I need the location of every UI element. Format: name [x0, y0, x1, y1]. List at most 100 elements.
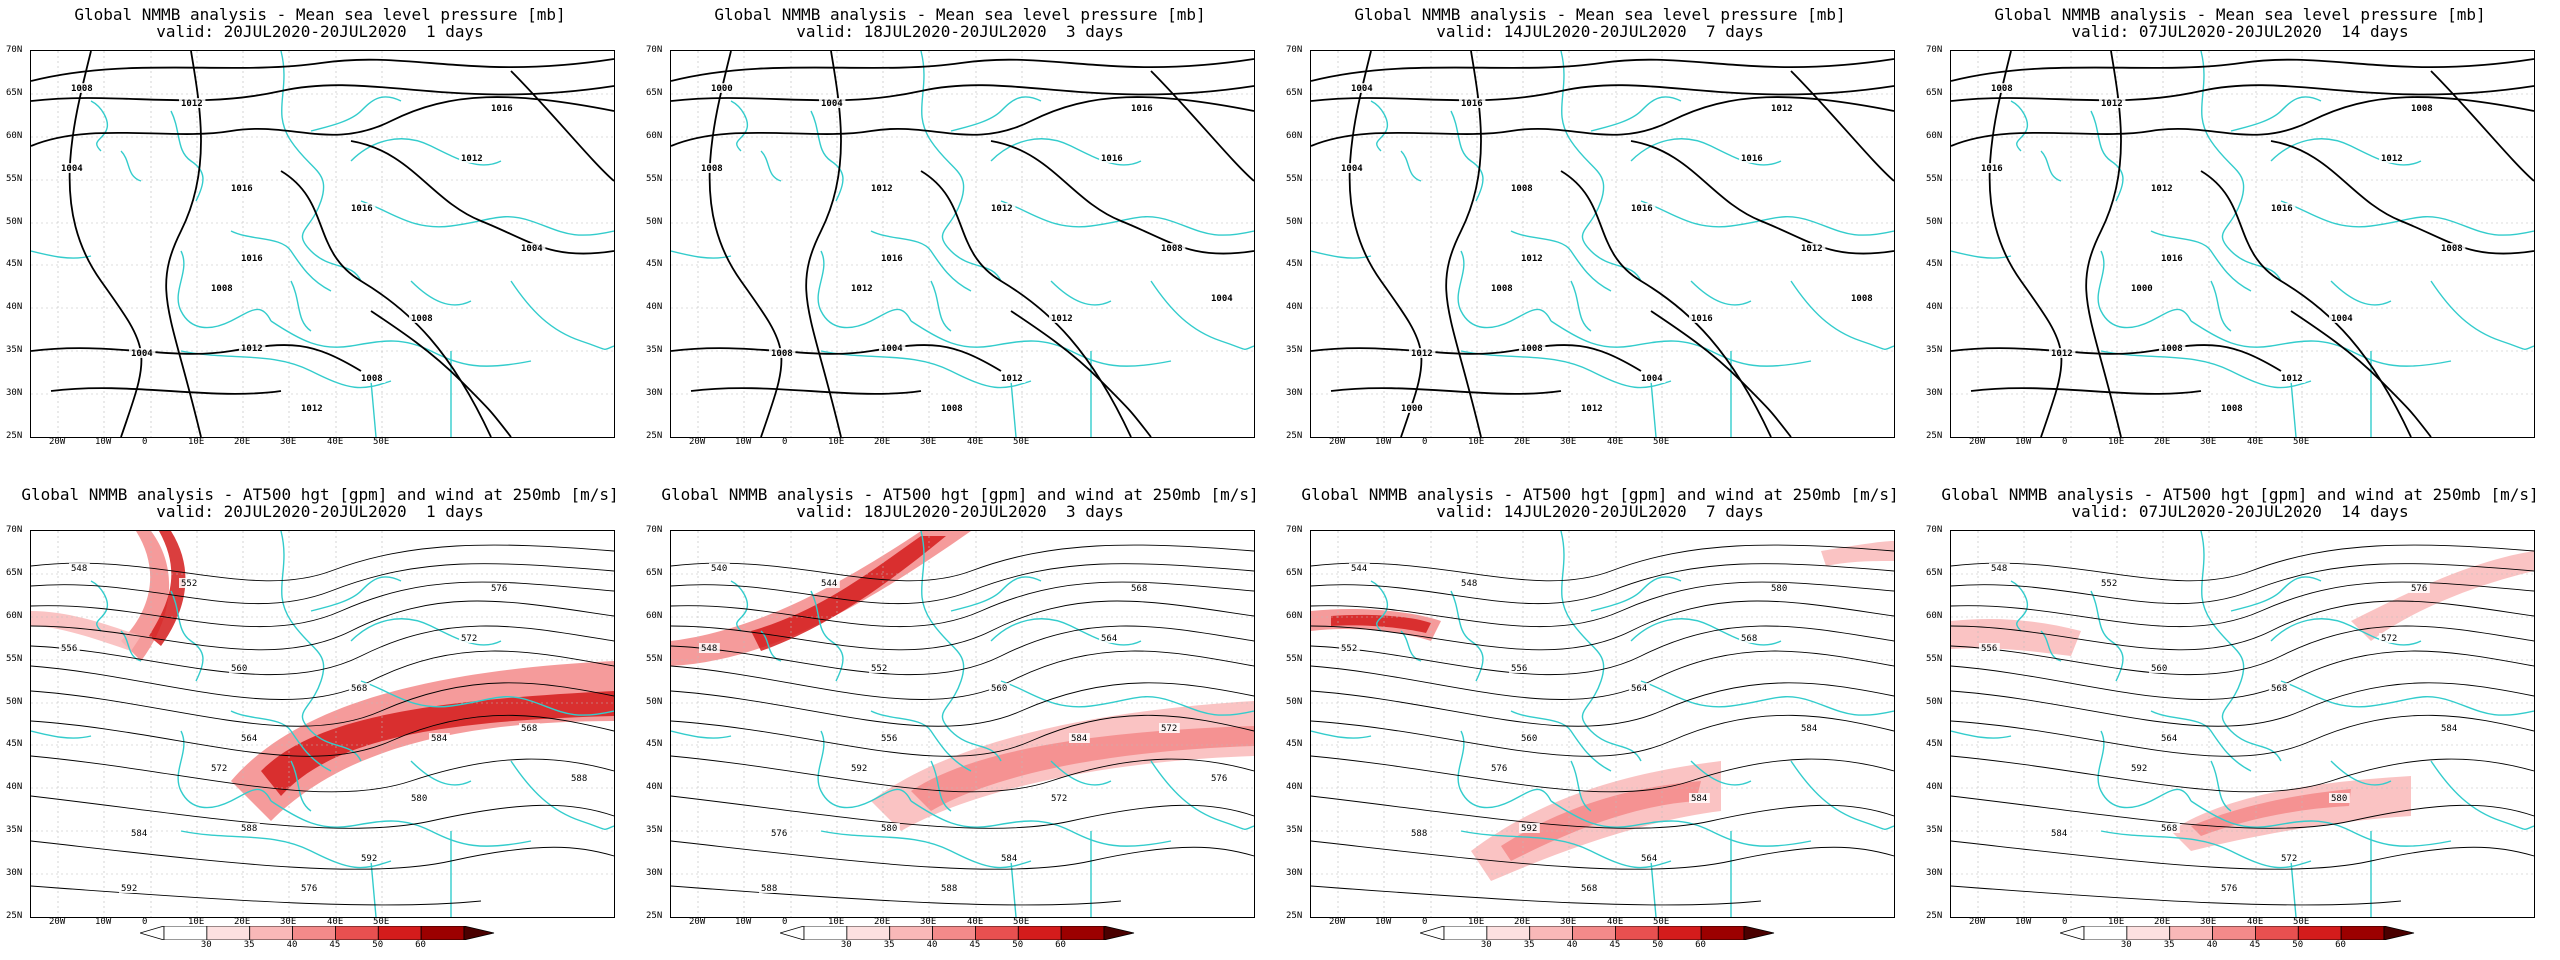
coastline: [180, 830, 392, 869]
lon-tick-label: 40E: [2247, 917, 2264, 927]
lat-tick-label: 50N: [646, 697, 663, 707]
lon-tick-label: 30E: [1560, 437, 1577, 447]
contour-line: [350, 140, 614, 255]
coastline: [910, 800, 1172, 847]
contour-line: [671, 544, 1254, 582]
coastline: [510, 280, 614, 350]
contour-line: [31, 58, 614, 82]
lon-tick-label: 40E: [1607, 437, 1624, 447]
lat-tick-label: 65N: [646, 568, 663, 578]
lon-tick-label: 0: [142, 437, 148, 447]
lat-tick-label: 70N: [646, 45, 663, 55]
contour-line: [1311, 714, 1894, 757]
lon-tick-label: 50E: [1013, 917, 1030, 927]
coastline: [2100, 350, 2312, 389]
coastline: [920, 531, 1002, 762]
coastline: [2190, 320, 2452, 367]
contour-label-bg: [2279, 373, 2306, 383]
lon-tick-label: 30E: [280, 437, 297, 447]
lat-tick-label: 25N: [646, 431, 663, 441]
contour-label-bg: [519, 723, 540, 733]
contour-line: [1311, 682, 1894, 727]
map-area: 1008 1012 1004 1016 1016 1016 1012 1016 1008 1004…: [30, 50, 615, 438]
contour-label: 548: [701, 644, 717, 654]
contour-label-bg: [1799, 723, 1820, 733]
contour-label: 584: [1801, 724, 1817, 734]
lon-tick-label: 20E: [1514, 917, 1531, 927]
contour-label-bg: [1159, 723, 1180, 733]
contour-label-bg: [709, 83, 736, 93]
lat-tick-label: 50N: [646, 217, 663, 227]
contour-label: 568: [2161, 824, 2177, 834]
contour-label: 556: [61, 644, 77, 654]
coastline: [410, 760, 472, 786]
contour-label-bg: [239, 253, 266, 263]
contour-label: 1004: [2331, 314, 2353, 324]
contour-label: 576: [771, 829, 787, 839]
contour-label: 1016: [491, 104, 513, 114]
contour-label: 556: [1981, 644, 1997, 654]
map-svg: 548 552 556 560 564 568 572 576 580 584 588 592 576 5…: [31, 531, 614, 917]
contour-label: 572: [1051, 794, 1067, 804]
contour-line: [510, 70, 614, 182]
contour-line: [1650, 310, 1792, 437]
colorbar-tick-label: 60: [415, 940, 426, 950]
coastline: [1460, 350, 1672, 389]
contour-label: 1012: [2381, 154, 2403, 164]
coastline: [410, 280, 472, 306]
colorbar-tick-label: 35: [883, 940, 895, 950]
contour-label-bg: [1399, 403, 1426, 413]
contour-line: [671, 600, 1254, 651]
lon-tick-label: 20E: [234, 437, 251, 447]
contour-label: 1008: [941, 404, 963, 414]
lat-tick-label: 35N: [646, 345, 663, 355]
contour-label-bg: [59, 643, 80, 653]
coastline: [230, 710, 332, 772]
lat-tick-label: 25N: [6, 431, 23, 441]
contour-label: 1016: [1461, 99, 1483, 109]
lon-tick-label: 20E: [874, 917, 891, 927]
lat-tick-label: 55N: [6, 654, 23, 664]
colorbar-segment: [932, 926, 976, 940]
contour-label: 1004: [1351, 84, 1373, 94]
colorbar-segment: [163, 926, 208, 940]
lon-tick-label: 0: [782, 437, 788, 447]
coastline: [1400, 150, 1422, 182]
contour-label: 592: [361, 854, 377, 864]
colorbar-segment: [2212, 926, 2256, 940]
contour-label: 548: [1991, 564, 2007, 574]
contour-line: [1311, 885, 1762, 906]
contour-label: 552: [1341, 644, 1357, 654]
coastline: [31, 250, 92, 259]
contour-label: 560: [231, 664, 247, 674]
contour-label: 1008: [2441, 244, 2463, 254]
contour-label: 1008: [771, 349, 793, 359]
contour-line: [671, 581, 1254, 627]
coastline: [2190, 800, 2452, 847]
coastline: [1150, 760, 1254, 830]
contour-label: 1000: [711, 84, 733, 94]
contour-label: 1012: [1581, 404, 1603, 414]
panel-subtitle: valid: 14JUL2020-20JUL2020 7 days: [1436, 22, 1764, 41]
map-svg: 1000 1004 1008 1012 1016 1012 1016 1016 1012 1008…: [671, 51, 1254, 437]
contour-line: [1951, 714, 2534, 757]
contour-line: [671, 755, 1254, 793]
coastline: [1690, 280, 1752, 306]
contour-label: 1016: [1131, 104, 1153, 114]
contour-label: 1016: [1981, 164, 2003, 174]
colorbar-segment: [335, 926, 379, 940]
lat-tick-label: 25N: [6, 911, 23, 921]
colorbar-segment: [889, 926, 933, 940]
lon-tick-label: 50E: [373, 437, 390, 447]
coastline: [2040, 150, 2062, 182]
contour-label: 540: [711, 564, 727, 574]
coastline: [360, 680, 614, 716]
contour-label: 552: [181, 579, 197, 589]
lon-tick-label: 10W: [1375, 437, 1392, 447]
colorbar-extend-low: [1420, 926, 1445, 940]
contour-line: [1311, 96, 1894, 147]
map-area: 544 548 552 556 560 564 568 580 584 588 592 564 568 5…: [1310, 530, 1895, 918]
lon-tick-label: 0: [142, 917, 148, 927]
coastline: [350, 618, 502, 646]
contour-line: [1630, 140, 1894, 255]
